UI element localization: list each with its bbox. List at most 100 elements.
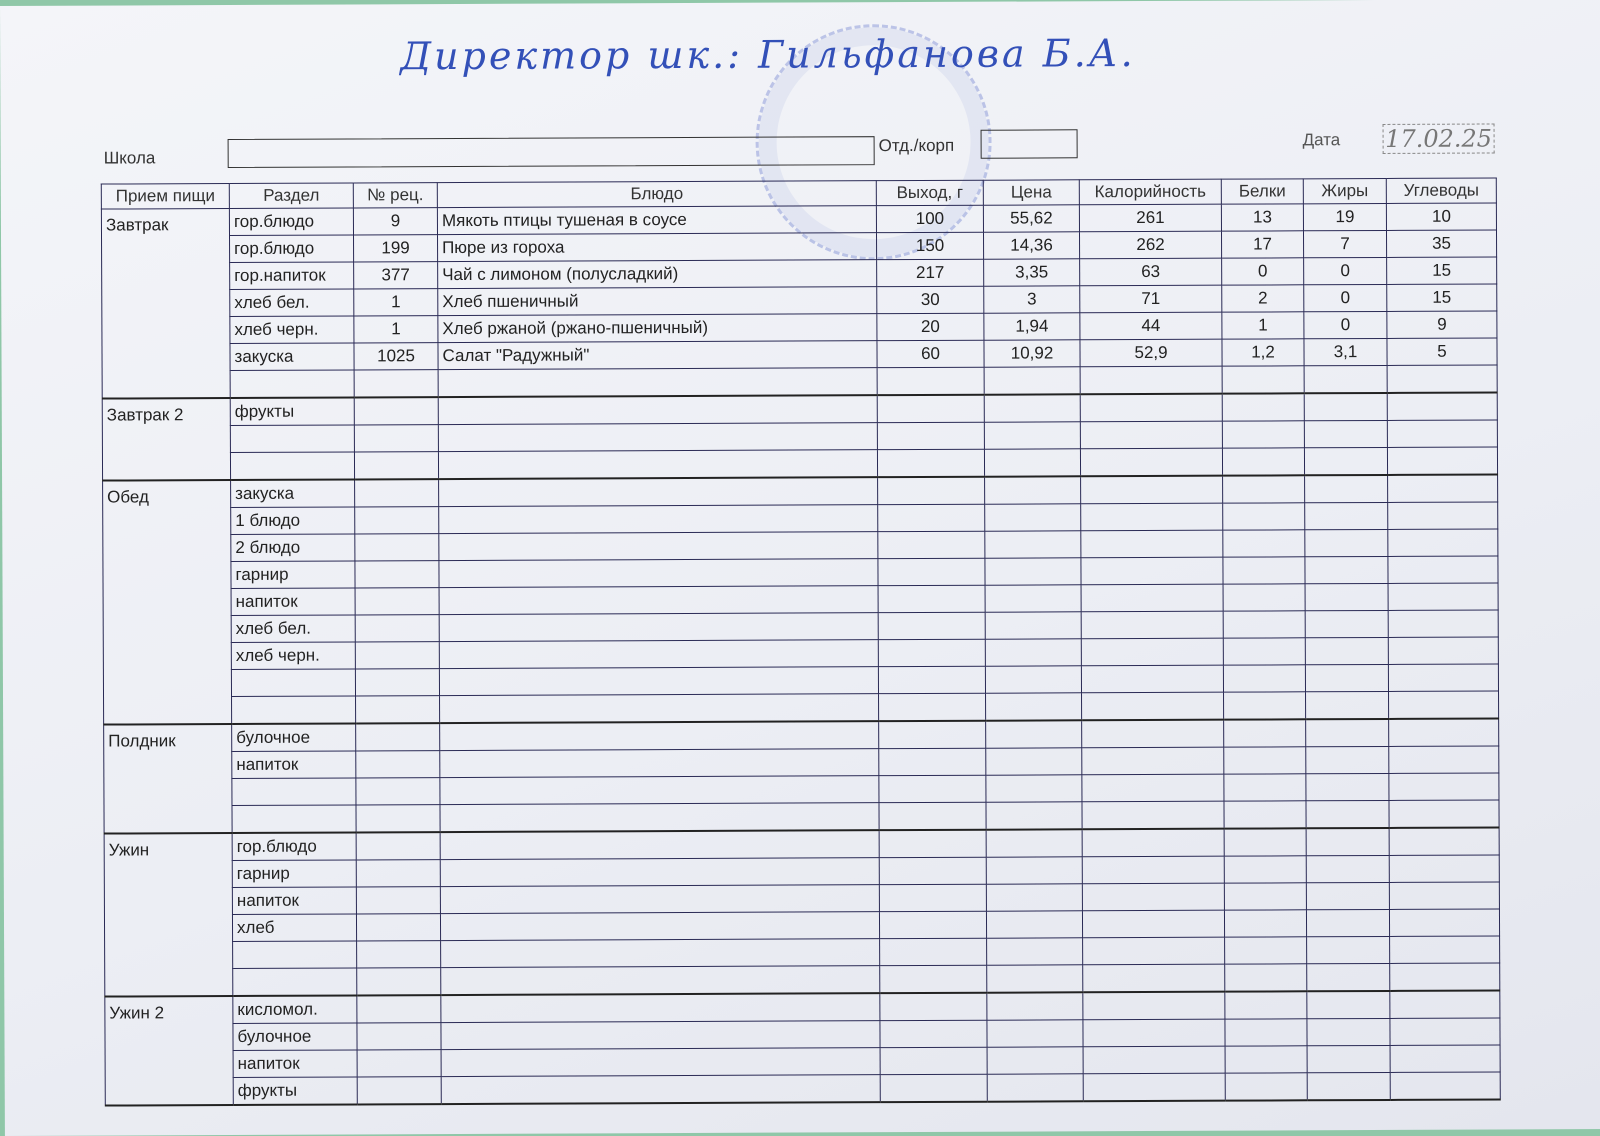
- table-cell: [1080, 557, 1224, 585]
- table-cell: закуска: [230, 479, 355, 508]
- table-cell: [230, 451, 355, 480]
- table-cell: [440, 938, 880, 968]
- table-cell: [1081, 638, 1224, 666]
- table-cell: [1389, 854, 1500, 883]
- table-cell: 55,62: [983, 204, 1080, 233]
- table-cell: [231, 804, 357, 833]
- table-cell: [230, 424, 355, 453]
- school-label: Школа: [103, 148, 156, 168]
- table-cell: [1082, 937, 1225, 965]
- table-cell: [878, 585, 986, 613]
- table-cell: Чай с лимоном (полусладкий): [437, 259, 877, 289]
- table-cell: [879, 992, 987, 1021]
- table-cell: [232, 967, 357, 996]
- table-cell: [984, 557, 1082, 586]
- table-cell: [440, 965, 880, 996]
- table-cell: [1389, 935, 1500, 964]
- table-cell: хлеб бел.: [229, 288, 354, 317]
- column-header: Блюдо: [437, 180, 877, 208]
- table-cell: [1389, 827, 1500, 856]
- table-cell: 1: [353, 288, 438, 316]
- table-cell: напиток: [231, 587, 356, 616]
- table-cell: [1389, 881, 1500, 910]
- table-cell: [1222, 365, 1305, 394]
- table-cell: напиток: [233, 1049, 358, 1078]
- table-cell: [1387, 501, 1498, 530]
- table-row: фрукты: [105, 1071, 1501, 1106]
- table-cell: [1082, 883, 1225, 911]
- table-cell: [441, 1074, 881, 1105]
- table-cell: [1225, 1072, 1308, 1101]
- table-cell: фрукты: [230, 397, 355, 426]
- table-cell: [1390, 1071, 1501, 1100]
- table-cell: [1307, 1045, 1391, 1073]
- meal-name: Полдник: [103, 723, 233, 834]
- table-cell: [354, 533, 439, 561]
- table-cell: [1305, 637, 1389, 665]
- table-cell: [1225, 1045, 1308, 1074]
- table-cell: [1224, 882, 1307, 911]
- table-cell: хлеб бел.: [231, 614, 356, 643]
- table-cell: [438, 422, 878, 452]
- table-cell: [1080, 530, 1223, 558]
- table-cell: [1305, 691, 1389, 720]
- table-cell: [878, 748, 986, 776]
- table-cell: [877, 422, 985, 450]
- table-cell: [231, 777, 356, 806]
- table-cell: Мякоть птицы тушеная в соусе: [437, 205, 877, 235]
- table-cell: [1305, 718, 1389, 747]
- table-cell: [231, 668, 356, 697]
- table-cell: [1389, 908, 1500, 937]
- table-cell: [878, 775, 986, 803]
- table-cell: [1222, 393, 1305, 422]
- table-cell: [985, 801, 1083, 830]
- table-cell: [1223, 664, 1306, 693]
- table-cell: [440, 911, 880, 941]
- table-cell: [986, 829, 1083, 858]
- table-cell: [356, 832, 441, 860]
- table-cell: 14,36: [983, 231, 1080, 260]
- table-cell: [356, 886, 441, 914]
- table-cell: [1223, 610, 1306, 639]
- table-cell: [1305, 773, 1389, 801]
- table-cell: [1306, 936, 1390, 964]
- table-cell: [438, 558, 879, 588]
- table-cell: [1305, 583, 1389, 611]
- table-cell: [1304, 474, 1388, 503]
- table-cell: [1223, 773, 1306, 802]
- column-header: Прием пищи: [101, 183, 230, 210]
- table-cell: [878, 720, 986, 749]
- table-cell: [987, 1046, 1084, 1075]
- table-cell: [355, 641, 440, 669]
- table-cell: [879, 911, 987, 939]
- table-cell: [1388, 718, 1499, 747]
- table-cell: [879, 857, 987, 885]
- table-cell: 262: [1079, 231, 1222, 259]
- table-cell: 13: [1221, 203, 1304, 232]
- table-cell: 60: [876, 340, 985, 368]
- table-cell: 1,2: [1221, 338, 1305, 367]
- table-cell: [438, 449, 878, 480]
- table-cell: [1080, 503, 1223, 531]
- table-cell: [877, 394, 985, 423]
- table-cell: [1222, 529, 1305, 558]
- column-header: Белки: [1221, 178, 1304, 205]
- table-cell: [1081, 584, 1224, 612]
- dept-field: [980, 129, 1078, 159]
- column-header: Выход, г: [876, 180, 984, 206]
- table-cell: 100: [876, 205, 984, 233]
- table-cell: [355, 804, 441, 833]
- table-cell: [985, 665, 1082, 694]
- meal-name: Обед: [102, 479, 232, 725]
- table-cell: [439, 612, 879, 642]
- table-cell: [232, 940, 357, 969]
- table-cell: [985, 638, 1082, 667]
- table-cell: [355, 668, 440, 696]
- dept-label: Отд./корп: [878, 135, 955, 156]
- table-cell: [1082, 910, 1225, 938]
- table-cell: [984, 503, 1081, 532]
- table-cell: 52,9: [1079, 339, 1223, 367]
- table-cell: [1080, 393, 1223, 422]
- date-value: 17.02.25: [1382, 123, 1495, 154]
- table-cell: [439, 748, 879, 778]
